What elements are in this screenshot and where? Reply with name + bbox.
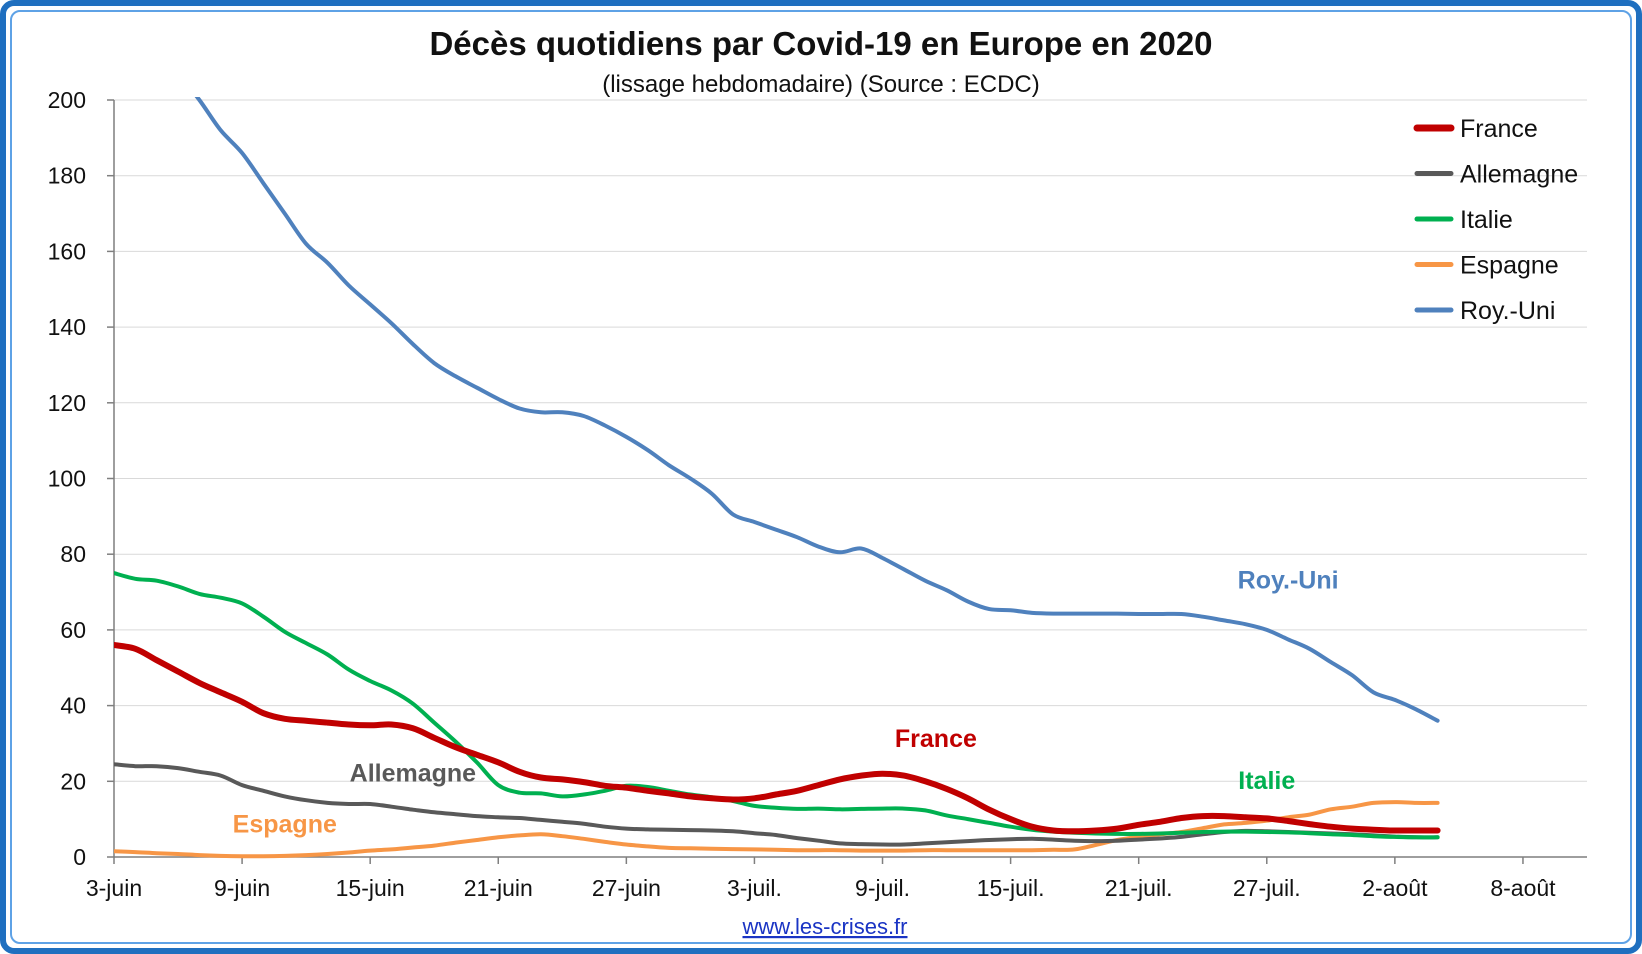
x-tick-label: 21-juil. xyxy=(1105,875,1173,901)
x-tick-label: 3-juin xyxy=(86,875,142,901)
series-line-italie xyxy=(114,571,1440,840)
chart-title: Décès quotidiens par Covid-19 en Europe … xyxy=(429,25,1212,62)
y-tick-label: 40 xyxy=(60,693,86,719)
y-tick-label: 100 xyxy=(48,466,86,492)
chart-frame-inner-border xyxy=(10,10,1632,944)
y-tick-label: 180 xyxy=(48,163,86,189)
annotation-label: Espagne xyxy=(233,810,337,838)
y-axis-ticks: 0 20 40 60 80 100 120 140 160 180 200 xyxy=(48,87,114,870)
y-tick-label: 60 xyxy=(60,617,86,643)
x-tick-label: 27-juin xyxy=(592,875,661,901)
gridlines xyxy=(114,99,1587,782)
y-tick-label: 80 xyxy=(60,541,86,567)
series-line-france xyxy=(114,642,1441,835)
legend-label: Allemagne xyxy=(1460,161,1578,189)
x-tick-label: 2-août xyxy=(1362,875,1428,901)
x-tick-label: 21-juin xyxy=(464,875,533,901)
plot-area xyxy=(114,97,1441,859)
x-tick-label: 8-août xyxy=(1490,875,1556,901)
legend-label: Espagne xyxy=(1460,252,1559,280)
x-tick-label: 27-juil. xyxy=(1233,875,1301,901)
x-axis-ticks: 3-juin 9-juin 15-juin 21-juin 27-juin 3-juil.… xyxy=(86,857,1556,901)
y-tick-label: 140 xyxy=(48,314,86,340)
annotation-label: Allemagne xyxy=(350,759,477,787)
series-annotations: Roy.-Uni France Allemagne Italie Espagne xyxy=(233,566,1339,838)
annotation-label: Italie xyxy=(1238,767,1295,795)
chart-subtitle: (lissage hebdomadaire) (Source : ECDC) xyxy=(602,71,1040,98)
y-tick-label: 160 xyxy=(48,238,86,264)
y-tick-label: 20 xyxy=(60,768,86,794)
source-link[interactable]: www.les-crises.fr xyxy=(741,914,907,939)
annotation-label: France xyxy=(895,725,977,753)
legend-label: Roy.-Uni xyxy=(1460,297,1555,325)
annotation-label: Roy.-Uni xyxy=(1238,566,1339,594)
series-line-espagne xyxy=(114,800,1440,859)
x-tick-label: 15-juin xyxy=(336,875,405,901)
y-tick-label: 200 xyxy=(48,87,86,113)
x-tick-label: 9-juin xyxy=(214,875,270,901)
series-line-roy-uni xyxy=(194,97,1440,723)
y-tick-label: 120 xyxy=(48,390,86,416)
y-tick-label: 0 xyxy=(73,844,86,870)
x-tick-label: 3-juil. xyxy=(727,875,782,901)
x-tick-label: 9-juil. xyxy=(855,875,910,901)
legend-label: Italie xyxy=(1460,206,1513,234)
legend-label: France xyxy=(1460,115,1538,143)
x-tick-label: 15-juil. xyxy=(977,875,1045,901)
legend: France Allemagne Italie Espagne Roy.-Uni xyxy=(1413,115,1578,325)
